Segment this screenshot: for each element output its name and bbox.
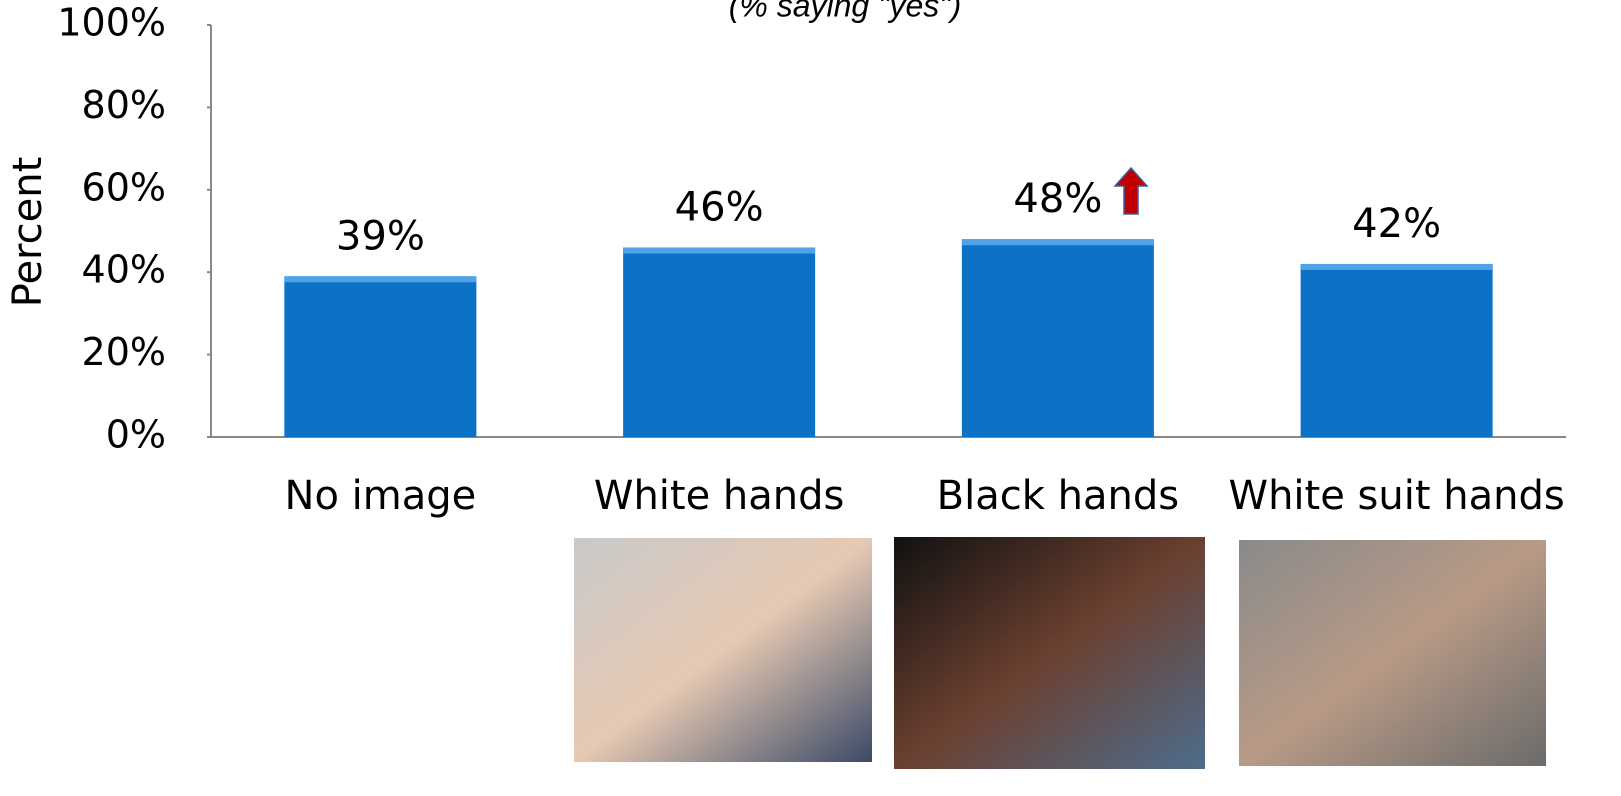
y-tick-label: 80% xyxy=(82,83,166,127)
value-label: 48% xyxy=(1013,176,1102,222)
value-label: 46% xyxy=(675,184,764,230)
bar-bevel xyxy=(961,239,1154,246)
x-tick-label: White suit hands xyxy=(1229,473,1565,519)
x-tick-label: White hands xyxy=(594,473,844,519)
bar xyxy=(284,276,477,437)
up-arrow xyxy=(1113,166,1149,215)
bar xyxy=(1300,263,1493,437)
bar-bevel xyxy=(1300,263,1493,270)
chart-subtitle: (% saying "yes") xyxy=(729,0,962,23)
x-tick-label: No image xyxy=(285,473,477,519)
x-tick-label: Black hands xyxy=(937,473,1179,519)
bar xyxy=(623,247,816,437)
y-tick-label: 60% xyxy=(82,165,166,209)
y-tick-label: 100% xyxy=(57,1,166,45)
bar xyxy=(961,239,1154,437)
photo-black-hands xyxy=(894,537,1205,769)
value-label: 39% xyxy=(336,213,425,259)
y-tick-label: 0% xyxy=(106,413,166,457)
y-axis-label: Percent xyxy=(5,157,51,308)
photo-suit-hands xyxy=(1239,540,1546,766)
bar-bevel xyxy=(284,276,477,283)
y-tick-label: 40% xyxy=(82,248,166,292)
photo-white-hands xyxy=(574,538,872,762)
value-label: 42% xyxy=(1352,201,1441,247)
bar-bevel xyxy=(623,247,816,254)
y-tick-label: 20% xyxy=(82,330,166,374)
